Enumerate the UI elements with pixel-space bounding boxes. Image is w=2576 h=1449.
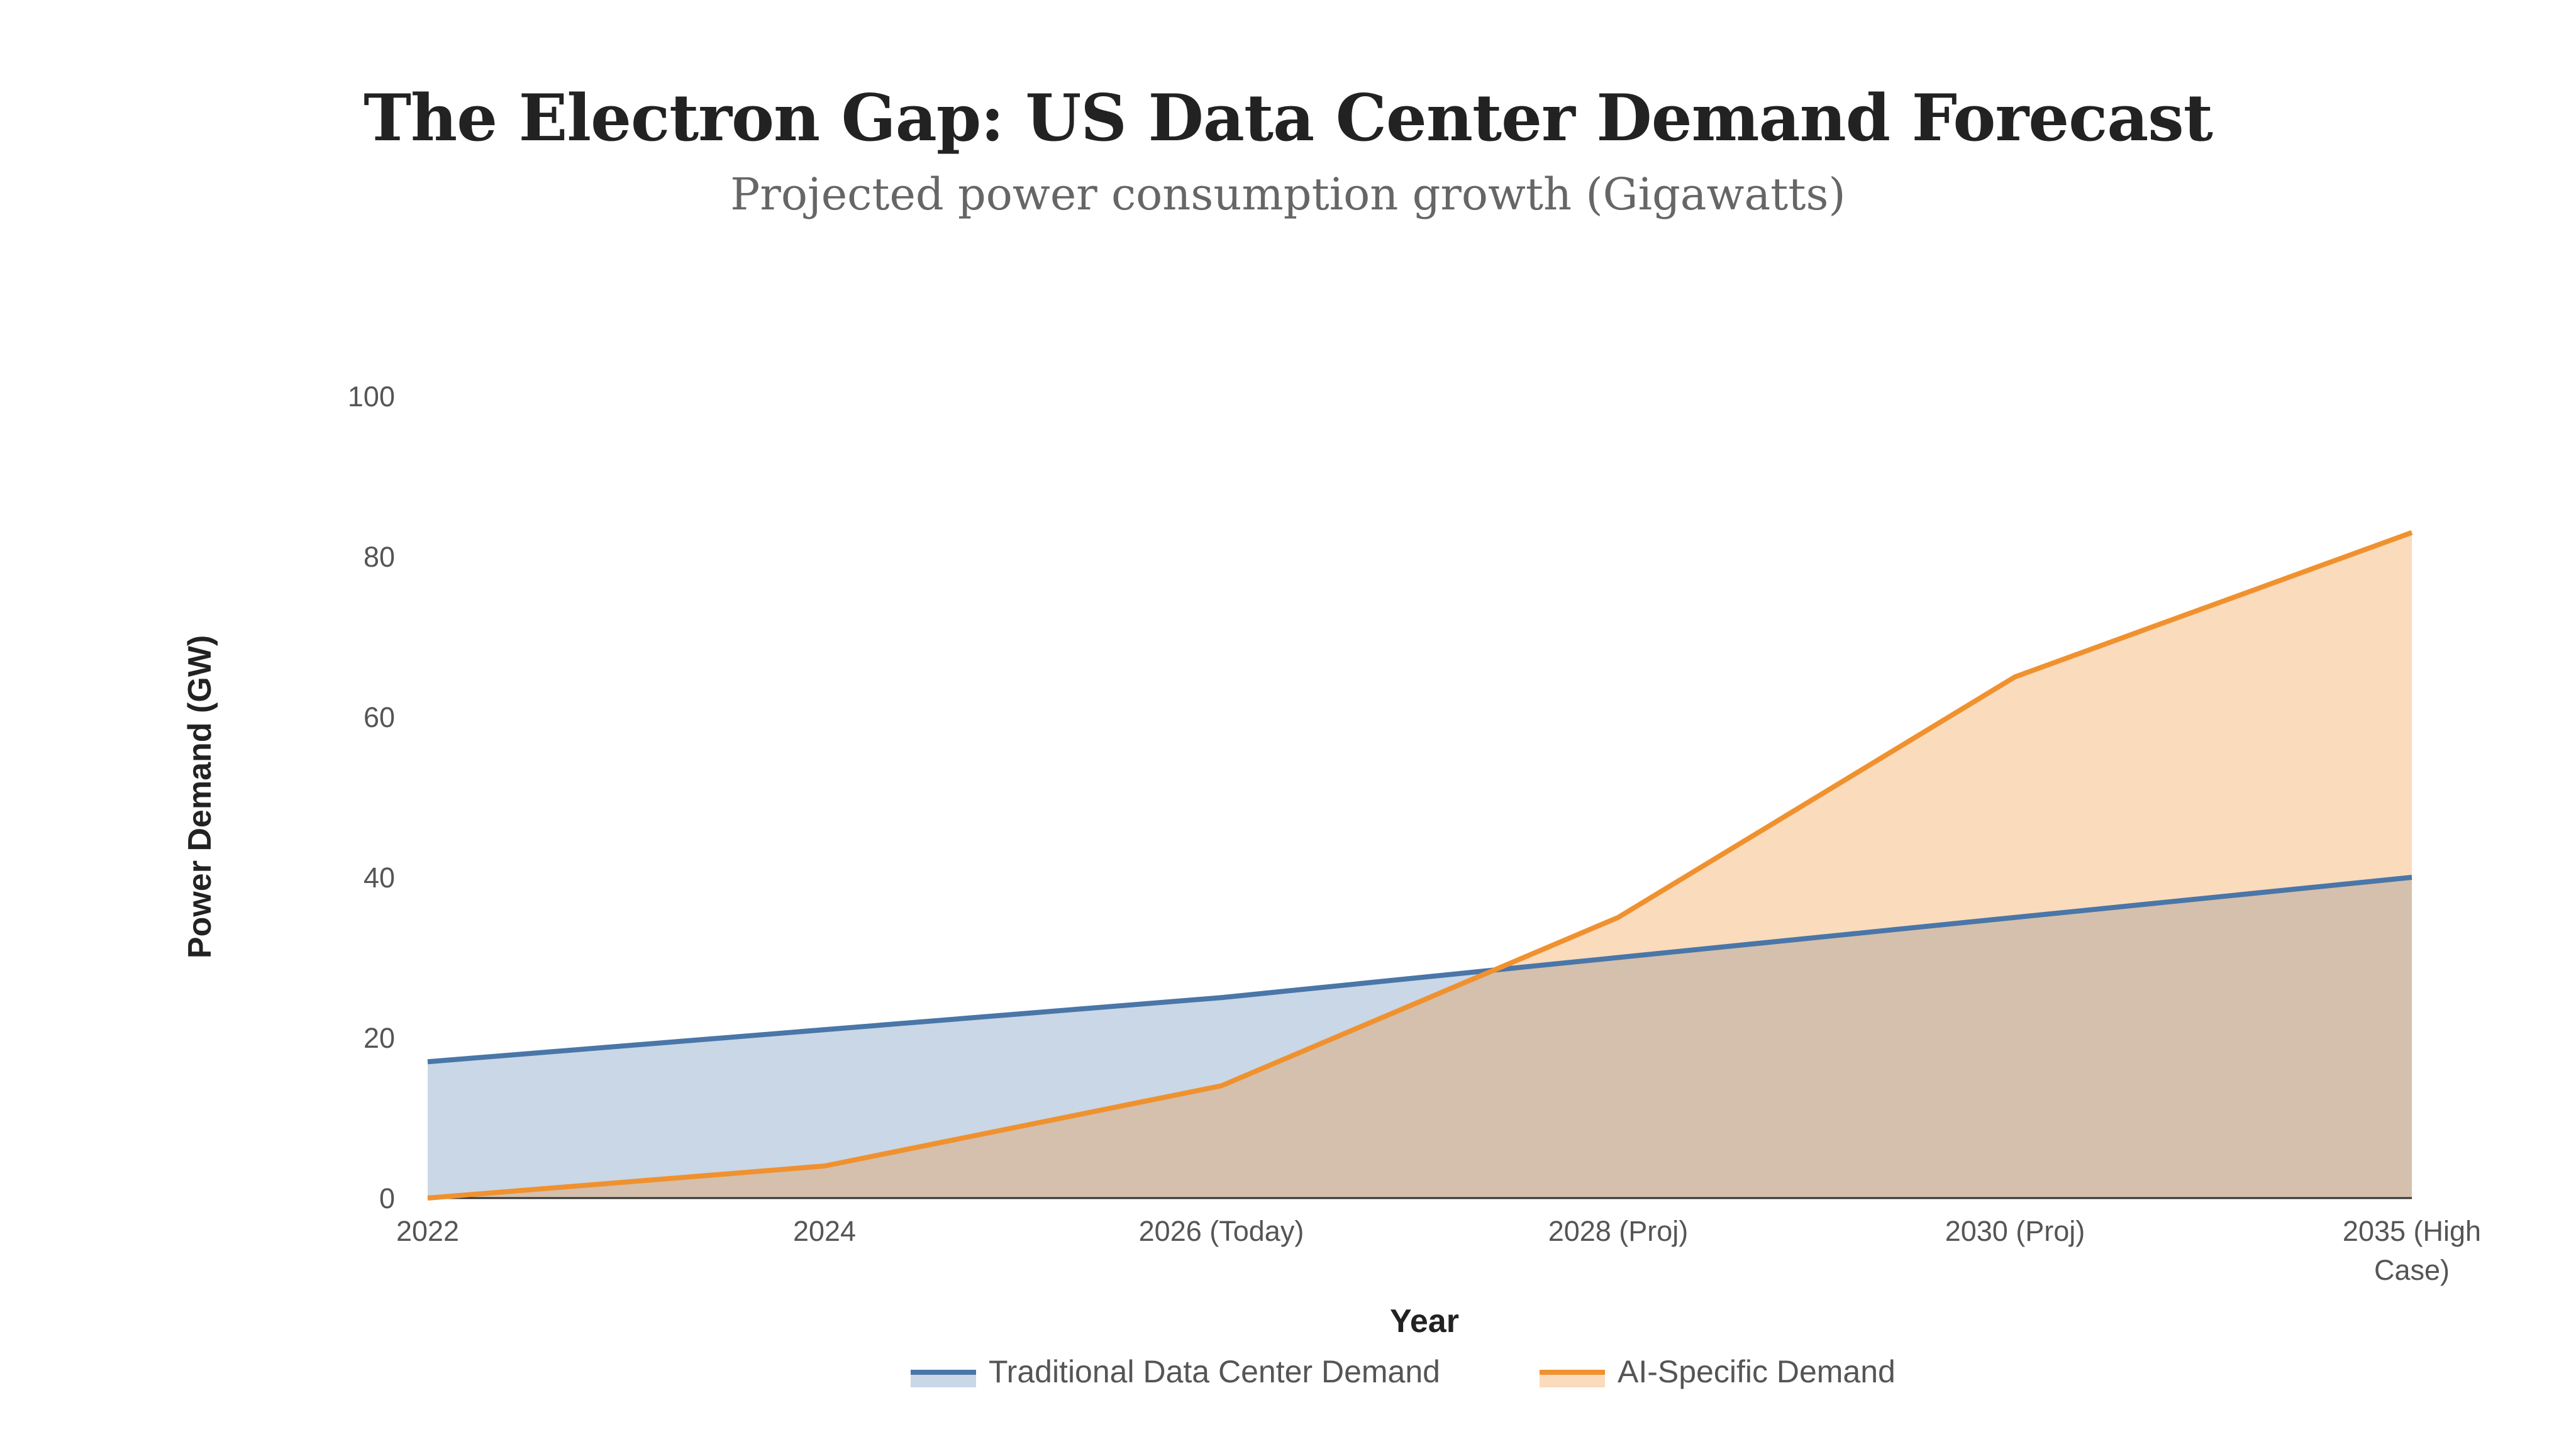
y-tick-label: 100	[348, 380, 395, 413]
line-ai-specific-demand	[427, 530, 2413, 1201]
y-axis-title: Power Demand (GW)	[182, 635, 218, 958]
legend-label: Traditional Data Center Demand	[989, 1354, 1440, 1389]
x-tick-label: 2024	[793, 1215, 856, 1247]
legend-item-traditional[interactable]: Traditional Data Center Demand	[911, 1354, 1440, 1389]
chart-title: The Electron Gap: US Data Center Demand …	[364, 80, 2213, 156]
y-tick-label: 0	[379, 1182, 395, 1214]
x-tick-label: 2028 (Proj)	[1548, 1215, 1689, 1247]
legend-item-ai-specific[interactable]: AI-Specific Demand	[1540, 1354, 1896, 1389]
area-overlap	[428, 877, 2412, 1198]
x-tick-label: 2035 (High Case)	[2343, 1215, 2481, 1286]
series-areas	[428, 532, 2412, 1198]
chart-subtitle: Projected power consumption growth (Giga…	[730, 169, 1846, 220]
x-tick-label: 2022	[396, 1215, 459, 1247]
x-tick-label: 2026 (Today)	[1139, 1215, 1304, 1247]
y-tick-label: 40	[364, 862, 395, 894]
legend: Traditional Data Center Demand AI-Specifi…	[911, 1354, 1896, 1389]
y-tick-label: 20	[364, 1022, 395, 1054]
y-tick-label: 80	[364, 541, 395, 573]
line-traditional-data-center-demand	[427, 875, 2412, 1065]
y-axis-ticks: 0 20 40 60 80 100	[348, 380, 395, 1214]
x-axis-ticks: 2022 2024 2026 (Today) 2028 (Proj) 2030 (Pro…	[396, 1215, 2481, 1286]
y-tick-label: 60	[364, 701, 395, 733]
legend-label: AI-Specific Demand	[1618, 1354, 1896, 1389]
x-tick-label: 2030 (Proj)	[1945, 1215, 2085, 1247]
series-lines	[427, 530, 2413, 1201]
x-axis-title: Year	[1390, 1303, 1459, 1340]
